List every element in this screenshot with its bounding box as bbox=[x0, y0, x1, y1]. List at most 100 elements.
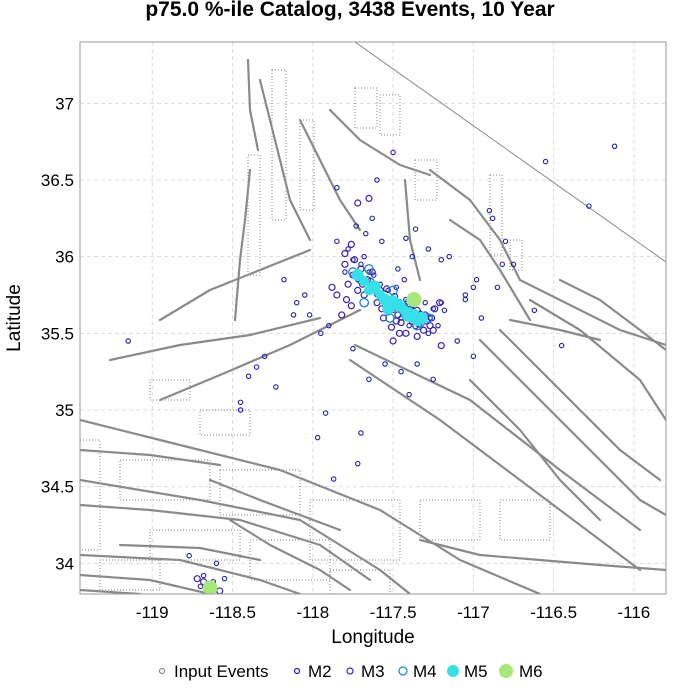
event-point-m2 bbox=[273, 384, 279, 390]
event-point-m2 bbox=[502, 238, 509, 245]
event-point-m2 bbox=[422, 299, 428, 306]
event-point-m2 bbox=[403, 235, 409, 242]
plot-frame bbox=[79, 41, 667, 595]
legend-item-m4: M4 bbox=[398, 662, 437, 681]
event-point-m2 bbox=[425, 246, 432, 252]
event-point-m4 bbox=[388, 285, 398, 296]
event-point-m2 bbox=[334, 238, 340, 245]
event-point-m2 bbox=[425, 330, 432, 337]
event-point-m2 bbox=[213, 560, 220, 567]
event-point-m2 bbox=[293, 299, 300, 306]
event-point-m6 bbox=[406, 292, 422, 308]
event-point-m2 bbox=[200, 572, 207, 579]
y-tick-label: 35 bbox=[55, 401, 74, 420]
legend-marker bbox=[346, 667, 354, 675]
event-point-m2 bbox=[558, 342, 565, 349]
x-axis-label: Longitude bbox=[331, 627, 414, 648]
event-point-m2 bbox=[366, 376, 372, 383]
event-point-m2 bbox=[318, 330, 324, 337]
event-point-m2 bbox=[314, 434, 321, 441]
event-point-m6 bbox=[202, 580, 218, 594]
event-point-m2 bbox=[531, 307, 538, 314]
event-point-m2 bbox=[186, 552, 192, 559]
event-point-m2 bbox=[412, 226, 419, 232]
x-tick-label: -117.5 bbox=[370, 603, 417, 622]
chart-title: p75.0 %-ile Catalog, 3438 Events, 10 Yea… bbox=[145, 0, 554, 21]
x-tick-label: -119 bbox=[136, 603, 169, 622]
legend-item-m5: M5 bbox=[447, 662, 488, 681]
event-point-m2 bbox=[261, 353, 268, 360]
event-point-m2 bbox=[350, 345, 356, 352]
event-point-m2 bbox=[406, 322, 412, 329]
y-tick-label: 36.5 bbox=[41, 171, 74, 190]
legend: Input Events M2 M3 M4 M5 M6 bbox=[158, 662, 543, 681]
x-tick-label: -118 bbox=[296, 603, 329, 622]
legend-label: M2 bbox=[308, 662, 332, 681]
event-point-m2 bbox=[489, 215, 496, 222]
event-point-m2 bbox=[510, 261, 517, 268]
event-point-m3 bbox=[328, 283, 336, 291]
event-point-m4 bbox=[359, 297, 370, 308]
event-point-m3 bbox=[354, 286, 362, 294]
event-point-m3 bbox=[342, 296, 351, 304]
event-point-m2 bbox=[586, 203, 592, 209]
event-point-m3 bbox=[341, 260, 349, 268]
event-point-m2 bbox=[542, 158, 549, 165]
y-tick-label: 37 bbox=[55, 94, 74, 113]
event-point-m3 bbox=[379, 314, 388, 322]
event-point-m2 bbox=[358, 261, 364, 268]
event-point-m2 bbox=[430, 376, 436, 383]
event-point-m2 bbox=[363, 230, 369, 237]
event-point-m3 bbox=[338, 311, 346, 319]
event-point-m2 bbox=[326, 322, 332, 329]
legend-item-input-events: Input Events bbox=[158, 662, 269, 681]
x-axis-ticks: -119 -118.5 -118 -117.5 -117 -116.5 -116 bbox=[136, 603, 650, 622]
event-point-m2 bbox=[393, 284, 400, 291]
y-tick-label: 35.5 bbox=[41, 324, 74, 343]
event-point-m2 bbox=[369, 215, 375, 222]
event-point-m2 bbox=[361, 253, 367, 260]
y-tick-label: 34 bbox=[55, 554, 74, 573]
event-point-m3 bbox=[437, 342, 445, 350]
event-point-m3 bbox=[413, 332, 421, 340]
x-tick-label: -116 bbox=[618, 603, 651, 622]
x-tick-label: -117 bbox=[457, 603, 490, 622]
event-point-m2 bbox=[358, 430, 364, 436]
legend-item-m2: M2 bbox=[293, 662, 332, 681]
event-point-m2 bbox=[441, 307, 448, 314]
event-point-m4 bbox=[364, 264, 374, 274]
y-tick-label: 36 bbox=[55, 248, 74, 267]
event-point-m2 bbox=[245, 373, 252, 380]
event-point-m2 bbox=[330, 476, 337, 482]
event-point-m2 bbox=[390, 149, 396, 156]
event-point-m2 bbox=[379, 238, 385, 245]
event-point-m2 bbox=[322, 410, 329, 416]
event-point-m2 bbox=[438, 256, 444, 263]
event-point-m3 bbox=[354, 199, 362, 207]
event-point-m3 bbox=[373, 299, 381, 307]
event-point-m2 bbox=[385, 287, 392, 294]
legend-marker bbox=[447, 665, 459, 677]
legend-label: Input Events bbox=[174, 662, 269, 681]
event-point-m2 bbox=[253, 364, 260, 370]
event-point-m3 bbox=[347, 240, 355, 248]
event-point-m2 bbox=[414, 361, 420, 367]
event-point-m5 bbox=[359, 276, 370, 287]
event-point-m2 bbox=[478, 315, 485, 321]
legend-marker bbox=[499, 664, 513, 678]
event-point-m3 bbox=[429, 326, 437, 334]
event-point-m5 bbox=[363, 285, 374, 296]
event-point-m2 bbox=[353, 223, 359, 229]
y-axis-ticks: 34 34.5 35 35.5 36 36.5 37 bbox=[41, 94, 74, 573]
event-point-m2 bbox=[470, 353, 477, 360]
legend-marker bbox=[158, 667, 166, 675]
event-point-m2 bbox=[454, 338, 461, 344]
event-point-m2 bbox=[374, 177, 380, 183]
event-point-m5 bbox=[382, 302, 395, 315]
event-point-m2 bbox=[499, 261, 505, 268]
event-point-m2 bbox=[306, 312, 313, 318]
event-point-m3 bbox=[387, 323, 396, 331]
event-point-m2 bbox=[382, 361, 388, 367]
event-point-m3 bbox=[341, 250, 349, 258]
